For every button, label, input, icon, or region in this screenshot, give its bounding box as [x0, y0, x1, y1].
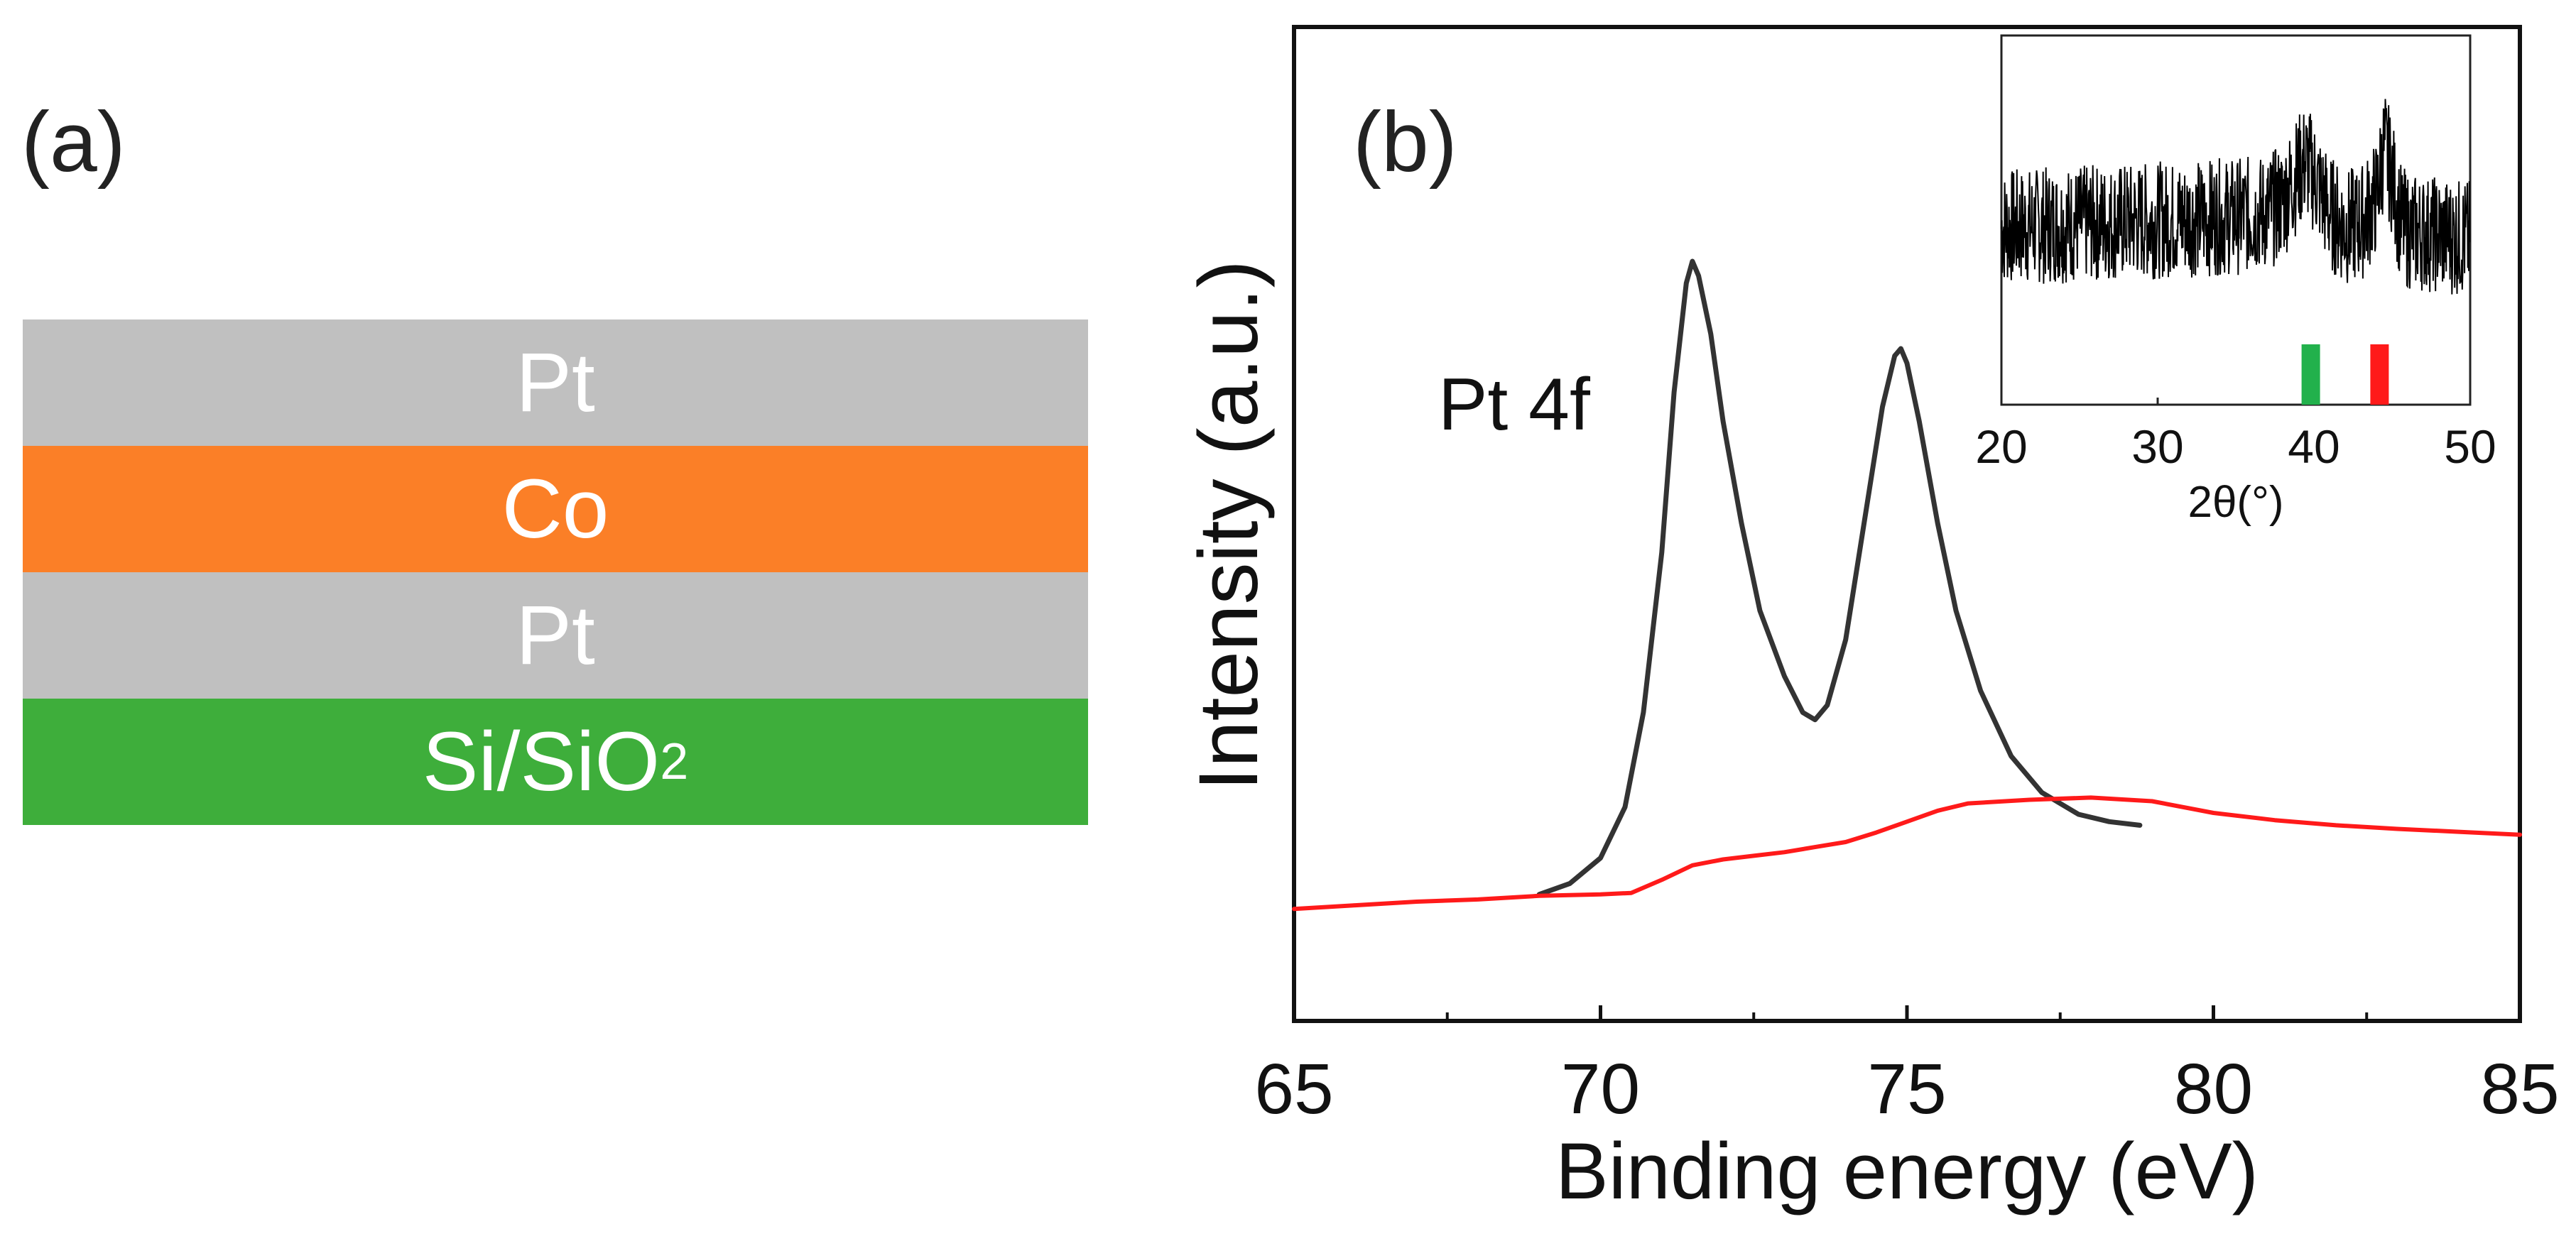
x-tick-label-70: 70 [1561, 1049, 1640, 1129]
xrd-reference-marker-co [2370, 344, 2389, 405]
xrd-reference-marker-pt [2301, 344, 2320, 405]
inset-x-tick-label-40: 40 [2288, 420, 2339, 473]
background-line [1292, 795, 2522, 912]
inset-x-axis-label: 2θ(°) [2188, 478, 2283, 527]
peak-label: Pt 4f [1438, 364, 1591, 446]
inset-x-tick-label-20: 20 [1975, 420, 2027, 473]
layer-co: Co [23, 446, 1088, 572]
pt4f-spectrum-line [1536, 258, 2143, 897]
panel-a-label: (a) [21, 94, 126, 190]
x-tick-label-80: 80 [2174, 1049, 2253, 1129]
x-tick-label-65: 65 [1254, 1049, 1333, 1129]
layer-stack: Pt Co Pt Si/SiO 2 [23, 319, 1088, 825]
xrd-pattern-line [2001, 99, 2471, 295]
panel-b-label: (b) [1353, 94, 1457, 190]
layer-substrate: Si/SiO 2 [23, 699, 1088, 825]
y-axis-label: Intensity (a.u.) [1182, 260, 1276, 791]
layer-pt-bottom: Pt [23, 572, 1088, 699]
layer-pt-top: Pt [23, 319, 1088, 446]
inset-x-tick-label-30: 30 [2131, 420, 2183, 473]
x-axis-label: Binding energy (eV) [1555, 1127, 2259, 1215]
x-tick-label-75: 75 [1867, 1049, 1946, 1129]
x-tick-label-85: 85 [2480, 1049, 2559, 1129]
inset-x-tick-label-50: 50 [2444, 420, 2496, 473]
